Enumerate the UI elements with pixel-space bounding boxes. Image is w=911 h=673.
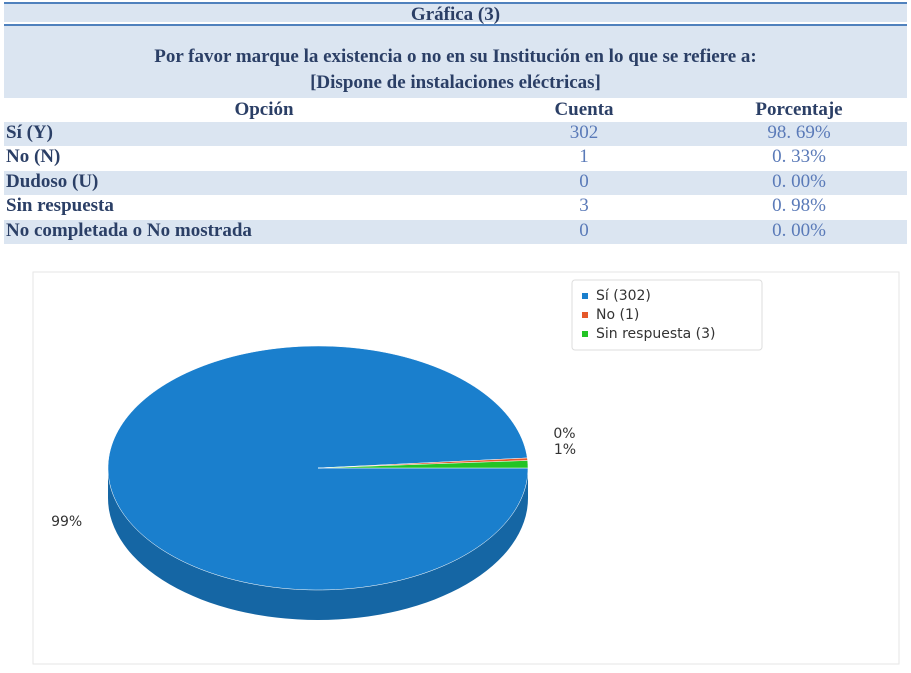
row-label: Sí (Y): [6, 122, 53, 143]
table-row: Sí (Y) 302 98. 69%: [4, 122, 907, 146]
data-label: 99%: [51, 514, 82, 530]
header-row: Opción Cuenta Porcentaje: [4, 99, 907, 121]
column-header: Porcentaje: [755, 99, 843, 120]
table-row: Sin respuesta 3 0. 98%: [4, 195, 907, 219]
table-cell: 0. 00%: [772, 219, 826, 241]
legend-box: [571, 279, 763, 351]
table-cell: 0. 98%: [772, 195, 826, 217]
column-header: Cuenta: [554, 99, 614, 120]
slice-side: [108, 468, 528, 620]
data-label: 0%: [553, 426, 575, 442]
table-cell: 0. 00%: [772, 170, 826, 192]
table-cell: 98. 69%: [767, 122, 831, 143]
legend-entry: Sin respuesta (3): [596, 326, 715, 342]
row-label: No completada o No mostrada: [6, 219, 252, 241]
column-header: Opción: [234, 99, 294, 120]
legend-swatch: [582, 312, 588, 318]
legend-swatch: [582, 331, 588, 337]
table-row: Dudoso (U) 0 0. 00%: [4, 170, 907, 195]
row-label: No (N): [6, 146, 61, 168]
table-row: No (N) 1 0. 33%: [4, 146, 907, 170]
legend-swatch: [582, 293, 588, 299]
table-title: Gráfica (3): [410, 4, 501, 25]
legend-entry: Sí (302): [596, 288, 651, 304]
table-cell: 3: [579, 195, 589, 217]
table-row: No completada o No mostrada 0 0. 00%: [4, 219, 907, 244]
subquestion: [Dispone de instalaciones eléctricas]: [310, 72, 601, 93]
row-label: Dudoso (U): [6, 170, 99, 192]
table-cell: 0. 33%: [772, 146, 826, 168]
table-cell: 302: [569, 122, 599, 143]
table-cell: 0: [579, 219, 589, 241]
row-label: Sin respuesta: [6, 195, 114, 217]
table-cell: 1: [579, 146, 589, 168]
pie-slice: [317, 460, 529, 469]
data-label: 1%: [554, 442, 576, 458]
title-row: Gráfica (3): [4, 2, 907, 25]
table-cell: 0: [579, 170, 589, 192]
question: Por favor marque la existencia o no en s…: [154, 46, 757, 67]
question-row: Por favor marque la existencia o no en s…: [4, 24, 907, 98]
legend-entry: No (1): [596, 307, 639, 323]
